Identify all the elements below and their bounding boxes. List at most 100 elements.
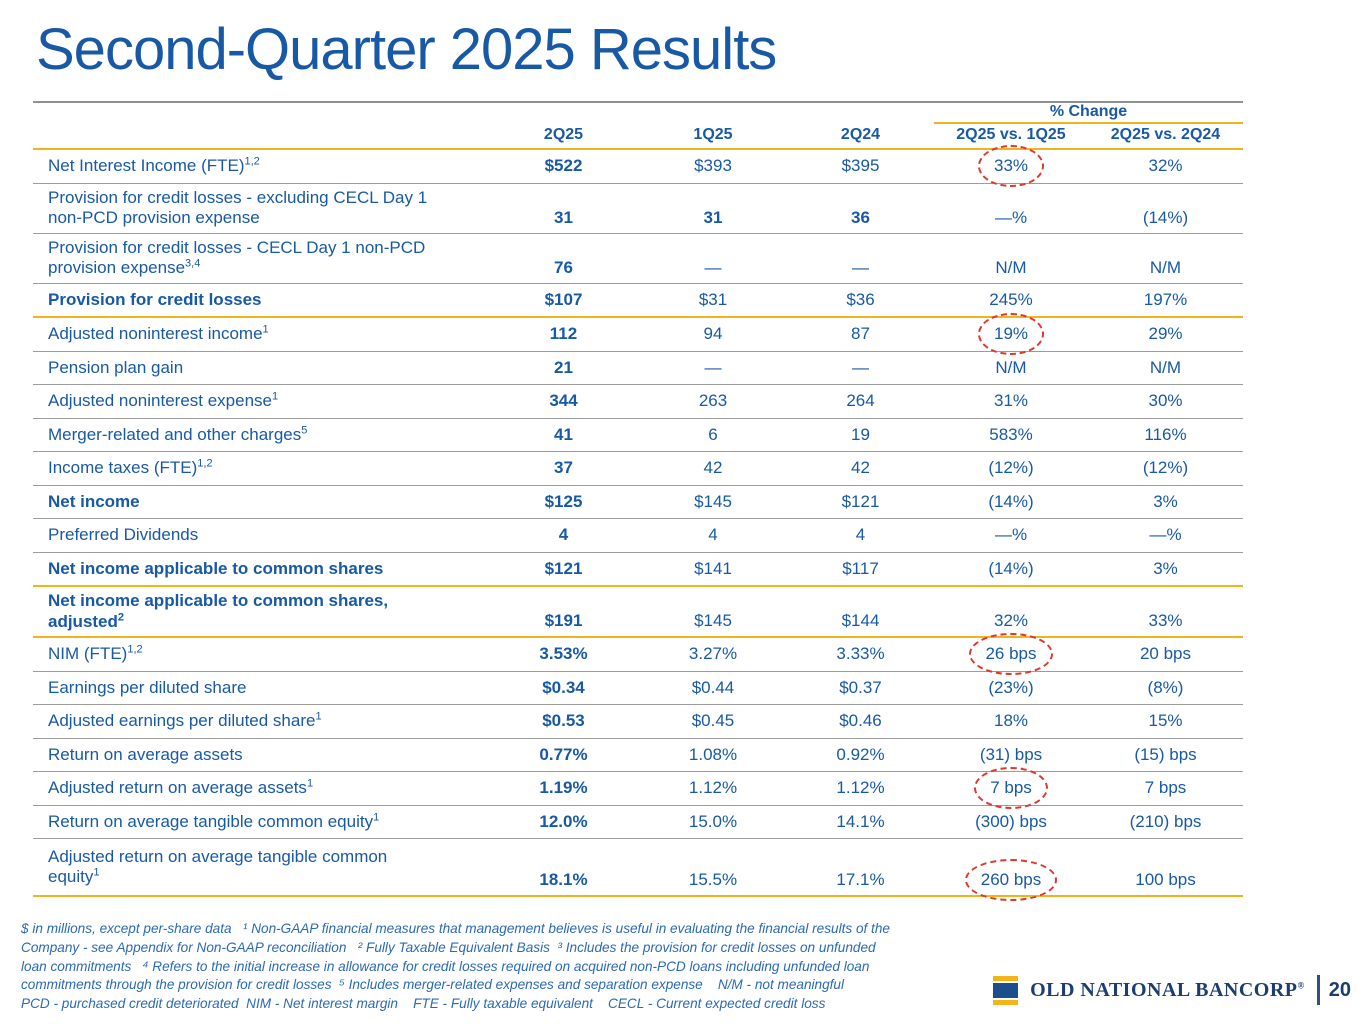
cell-2q25-vs-1q25: 7 bps — [934, 767, 1088, 810]
row-label: Return on average assets — [48, 744, 243, 764]
row-label: Merger-related and other charges5 — [48, 424, 308, 444]
pct-change-header: % Change — [934, 103, 1243, 124]
cell-2q25-vs-2q24: (14%) — [1142, 207, 1189, 227]
table-row: Earnings per diluted share $0.34 $0.44 $0.3… — [33, 672, 1243, 705]
cell-2q25: 3.53% — [539, 644, 588, 664]
cell-1q25: $141 — [694, 558, 732, 578]
cell-1q25: 3.27% — [688, 644, 738, 664]
row-label: Adjusted noninterest income1 — [48, 323, 269, 344]
table-row: Adjusted noninterest expense1 344 263 264 31… — [33, 385, 1243, 419]
registered-mark: ® — [1297, 979, 1305, 990]
cell-2q25: 0.77% — [539, 744, 588, 764]
footnote-line: commitments through the provision for cr… — [21, 977, 845, 993]
cell-2q24: $144 — [841, 611, 880, 630]
table-row: Net income applicable to common shares, a… — [33, 587, 1243, 638]
footnote-superscript: 1,2 — [127, 643, 143, 656]
row-label: Earnings per diluted share — [48, 677, 247, 697]
cell-1q25: — — [704, 357, 722, 377]
cell-2q25: 41 — [554, 424, 573, 444]
logo-blue-square — [993, 982, 1019, 998]
cell-1q25: 1.12% — [688, 778, 738, 798]
cell-2q24: 1.12% — [836, 778, 885, 798]
column-header-2q25-vs-1q25: 2Q25 vs. 1Q25 — [956, 126, 1066, 143]
table-row: Return on average tangible common equity… — [33, 806, 1243, 839]
cell-2q25: 21 — [554, 357, 573, 377]
cell-2q25-vs-2q24: 15% — [1148, 711, 1183, 731]
footnote-superscript: 1,2 — [197, 457, 213, 470]
cell-2q25-vs-2q24: 29% — [1148, 324, 1183, 344]
cell-2q24: 3.33% — [836, 644, 885, 664]
table-row: Provision for credit losses - CECL Day 1… — [33, 234, 1243, 284]
cell-1q25: $31 — [698, 289, 728, 309]
cell-2q25-vs-1q25: 32% — [993, 611, 1029, 630]
footnote-superscript: 2 — [117, 610, 125, 623]
highlight-ellipse: 260 bps — [964, 859, 1057, 901]
cell-2q25-vs-1q25: —% — [994, 207, 1028, 227]
row-label: Net income — [48, 491, 140, 511]
page-number-divider — [1316, 975, 1320, 1005]
table-row: Provision for credit losses $107 $31 $36 245… — [33, 284, 1243, 318]
cell-2q25-vs-2q24: (12%) — [1142, 458, 1189, 478]
table-row: Adjusted return on average assets1 1.19% 1… — [33, 767, 1243, 810]
cell-2q24: 0.92% — [836, 744, 885, 764]
footnote-superscript: 1 — [93, 866, 100, 879]
cell-2q25-vs-2q24: (8%) — [1147, 677, 1184, 697]
column-header-2q25-vs-2q24: 2Q25 vs. 2Q24 — [1110, 126, 1221, 143]
column-header-2q24: 2Q24 — [840, 126, 881, 143]
cell-2q25-vs-1q25: (12%) — [988, 458, 1034, 478]
cell-2q25: 12.0% — [539, 811, 588, 831]
cell-2q25-vs-2q24: (210) bps — [1129, 811, 1202, 831]
row-label: Provision for credit losses — [48, 289, 262, 309]
cell-1q25: 6 — [708, 424, 718, 444]
cell-2q24: 42 — [851, 458, 870, 478]
cell-2q25-vs-1q25: 26 bps — [934, 633, 1088, 676]
row-label: Provision for credit losses - excluding … — [48, 187, 428, 227]
cell-1q25: 15.0% — [688, 811, 738, 831]
row-label: Pension plan gain — [48, 357, 184, 377]
logo-gold-bar-bottom — [993, 999, 1019, 1005]
cell-2q25-vs-1q25: 33% — [934, 145, 1088, 188]
cell-2q25-vs-2q24: 100 bps — [1135, 870, 1196, 889]
row-label: Adjusted noninterest expense1 — [48, 390, 279, 411]
footnote-superscript: 1,2 — [244, 155, 260, 168]
cell-2q25-vs-1q25: 31% — [993, 391, 1029, 411]
cell-2q25-vs-2q24: 20 bps — [1139, 644, 1192, 664]
cell-2q25-vs-1q25: 245% — [989, 289, 1033, 309]
cell-2q25: $0.34 — [542, 677, 585, 697]
cell-1q25: 15.5% — [688, 870, 738, 889]
table-row: Merger-related and other charges5 41 6 19 58… — [33, 419, 1243, 452]
cell-2q25-vs-2q24: N/M — [1149, 257, 1182, 277]
cell-2q25: 112 — [549, 324, 578, 344]
cell-2q24: — — [852, 357, 869, 377]
cell-1q25: $393 — [694, 156, 732, 176]
footnote-line: loan commitments ⁴ Refers to the initial… — [21, 958, 870, 974]
cell-2q25: 37 — [554, 458, 573, 478]
cell-2q24: $117 — [842, 558, 879, 578]
cell-2q25: $121 — [544, 558, 583, 578]
row-label: Adjusted return on average assets1 — [48, 777, 314, 798]
table-row: Adjusted earnings per diluted share1 $0.5… — [33, 705, 1243, 739]
column-header-empty — [33, 135, 488, 137]
highlight-ellipse: 33% — [977, 145, 1045, 188]
footnote-superscript: 1 — [306, 777, 314, 790]
footnotes: $ in millions, except per-share data ¹ N… — [21, 920, 1006, 1014]
footnote-superscript: 1 — [315, 710, 322, 723]
table-row: Return on average assets 0.77% 1.08% 0.92% (… — [33, 739, 1243, 772]
cell-1q25: — — [704, 257, 722, 277]
pct-change-header-row: % Change — [33, 103, 1243, 124]
table-row: Net income applicable to common shares $1… — [33, 553, 1243, 587]
cell-2q25-vs-2q24: 116% — [1144, 424, 1187, 444]
footnote-superscript: 5 — [301, 424, 308, 437]
cell-2q24: 17.1% — [836, 870, 885, 889]
cell-2q25-vs-2q24: N/M — [1149, 357, 1182, 377]
column-header-2q25: 2Q25 — [543, 126, 584, 143]
cell-1q25: $0.45 — [691, 711, 735, 731]
cell-2q25: $107 — [544, 289, 583, 309]
table-row: Net Interest Income (FTE)1,2 $522 $393 $395… — [33, 145, 1243, 188]
cell-2q24: 14.1% — [836, 811, 885, 831]
cell-2q25-vs-2q24: 7 bps — [1144, 778, 1187, 798]
cell-2q24: 36 — [851, 207, 870, 227]
cell-2q25-vs-1q25: 583% — [989, 424, 1033, 444]
row-label: Net income applicable to common shares, a… — [48, 591, 389, 631]
highlight-ellipse: 19% — [977, 313, 1045, 356]
